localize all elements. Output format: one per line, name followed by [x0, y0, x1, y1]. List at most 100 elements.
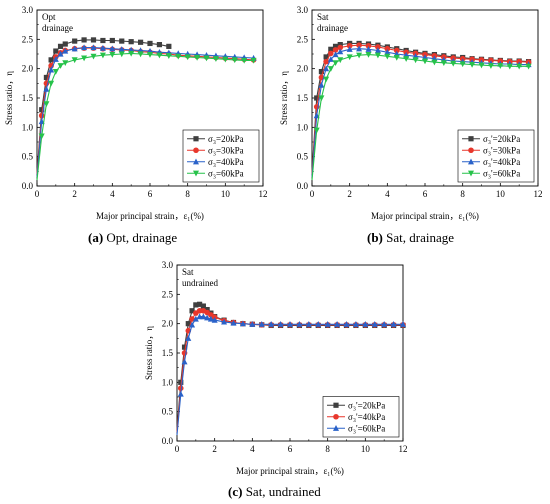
data-point	[204, 314, 211, 321]
data-point	[318, 81, 325, 88]
data-point	[185, 335, 192, 341]
data-point	[109, 37, 115, 44]
data-point	[431, 59, 438, 66]
legend-swatch-marker	[193, 158, 199, 165]
data-point	[305, 321, 312, 327]
data-point	[197, 301, 203, 307]
chart-a: 0.0 0.5 1.0 1.5 2.0 2.5 3.0 0 2 4 6 8 10 12 Major prin…	[4, 5, 268, 221]
data-point	[241, 57, 248, 64]
data-point	[362, 321, 369, 327]
x-tick-label: 12	[399, 444, 408, 454]
data-point	[328, 50, 334, 57]
y-tick-label: 1.0	[22, 122, 34, 132]
data-point	[231, 57, 238, 64]
x-tick-label: 2	[72, 189, 77, 199]
data-point	[258, 321, 265, 327]
data-point	[189, 321, 196, 328]
data-point	[332, 43, 339, 49]
data-point	[400, 321, 406, 327]
data-point	[200, 303, 206, 309]
y-tick-label: 2.5	[297, 34, 309, 44]
data-point	[90, 53, 97, 60]
y-tick-label: 3.0	[22, 5, 34, 15]
x-tick-label: 8	[325, 444, 330, 454]
x-tick-label: 4	[250, 444, 255, 454]
data-point	[230, 319, 237, 326]
x-tick-label: 12	[534, 189, 543, 199]
data-point	[222, 56, 229, 63]
x-tick-label: 0	[175, 444, 180, 454]
plot-annotation: undrained	[182, 278, 218, 288]
chart-panel-c: 0.0 0.5 1.0 1.5 2.0 2.5 3.0 0 2 4 6 8 10 12 Major prin…	[140, 255, 415, 483]
data-point	[390, 321, 397, 327]
data-point	[43, 101, 50, 108]
data-point	[334, 321, 341, 327]
y-tick-label: 1.5	[162, 348, 174, 358]
data-point	[487, 63, 494, 69]
y-axis-label: Stress ratio，η	[4, 71, 14, 125]
data-point	[393, 54, 400, 61]
x-axis-label: Major principal strain，ε₁(%)	[236, 466, 344, 476]
data-point	[337, 48, 344, 55]
plot-annotation: drainage	[317, 23, 348, 33]
data-point	[212, 56, 219, 62]
data-point	[57, 50, 64, 57]
caption-a-label: (a)	[88, 230, 104, 245]
data-point	[375, 44, 381, 50]
y-tick-label: 2.5	[162, 289, 174, 299]
data-point	[323, 65, 330, 72]
legend-label: σ₃=30kPa	[208, 145, 244, 155]
data-point	[204, 306, 210, 313]
data-point	[99, 52, 106, 59]
legend-swatch-marker	[193, 170, 199, 177]
y-tick-label: 2.0	[297, 64, 309, 74]
data-point	[81, 55, 88, 62]
data-point	[177, 390, 184, 397]
data-point	[43, 86, 50, 92]
y-tick-label: 2.0	[162, 319, 174, 329]
data-point	[450, 60, 457, 67]
data-point	[403, 56, 410, 62]
data-point	[71, 45, 78, 52]
data-point	[478, 62, 485, 69]
data-point	[374, 52, 381, 59]
legend-label: σ₃'=60kPa	[483, 168, 520, 178]
y-axis-label: Stress ratio，η	[144, 326, 154, 380]
legend-label: σ₃=60kPa	[208, 168, 244, 178]
y-tick-label: 0.5	[297, 152, 309, 162]
data-point	[38, 112, 45, 119]
data-point	[72, 38, 78, 44]
data-point	[81, 37, 87, 43]
x-tick-label: 10	[496, 189, 506, 199]
data-point	[506, 63, 513, 70]
legend-label: σ₃'=20kPa	[483, 134, 520, 144]
data-point	[57, 63, 64, 69]
data-point	[62, 41, 68, 47]
data-point	[109, 45, 116, 52]
x-tick-label: 2	[212, 444, 217, 454]
data-point	[181, 344, 188, 350]
data-point	[352, 321, 359, 327]
data-point	[147, 40, 153, 47]
data-point	[239, 320, 246, 327]
legend-swatch-marker	[333, 425, 339, 431]
x-tick-label: 10	[361, 444, 371, 454]
data-point	[384, 49, 391, 55]
data-point	[192, 315, 199, 322]
data-point	[193, 302, 199, 308]
caption-c: (c) Sat, undrained	[228, 484, 321, 500]
data-point	[356, 42, 362, 48]
data-point	[62, 60, 69, 66]
data-point	[343, 321, 350, 327]
data-point	[137, 51, 144, 58]
data-point	[249, 321, 256, 327]
legend-swatch-marker	[468, 147, 474, 154]
data-point	[323, 58, 329, 65]
caption-b: (b) Sat, drainage	[367, 230, 454, 246]
data-point	[90, 37, 97, 43]
data-point	[203, 55, 210, 62]
data-point	[268, 321, 275, 327]
plot-annotation: drainage	[42, 23, 73, 33]
data-point	[165, 53, 172, 59]
data-point	[469, 61, 476, 68]
